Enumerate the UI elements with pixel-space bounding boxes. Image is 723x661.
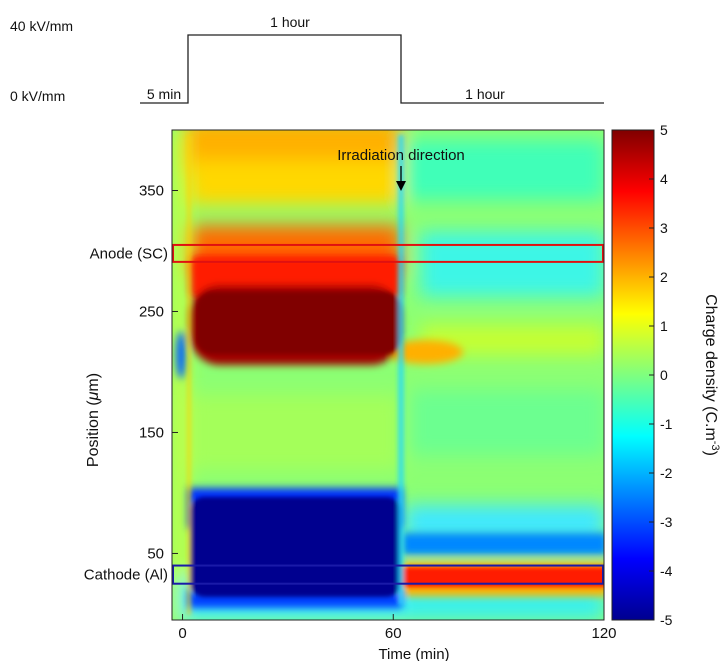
segment-label-5min: 5 min [147,86,181,102]
colorbar-tick-label: -2 [660,465,673,481]
colorbar-tick-label: 2 [660,269,668,285]
colorbar-tick-label: 3 [660,220,668,236]
region-bulk-lower [190,395,401,470]
region-left-blue [176,331,186,379]
colorbar-tick-label: 4 [660,171,668,187]
region-after-lower-green [410,390,604,455]
level-label-40kv: 40 kV/mm [10,18,73,34]
region-top-yellow [190,160,401,205]
colorbar-tick-label: 5 [660,122,668,138]
region-after-cyan [420,232,604,297]
colorbar-tick-label: -1 [660,416,673,432]
y-axis: 50 150 250 350 [139,182,178,562]
region-post-blue-top [402,533,604,555]
x-axis: 0 60 120 [178,614,617,642]
colorbar-tick-label: -3 [660,514,673,530]
region-vertical-cyan-line [398,135,404,605]
irradiation-arrow-head [396,181,406,191]
region-post-red-core [402,567,604,587]
colorbar-gradient [611,129,655,621]
region-blue-core [190,497,401,597]
colorbar-tick-label: 1 [660,318,668,334]
y-tick-label: 350 [139,182,164,199]
y-axis-label: Position (μm) [85,373,102,467]
x-axis-label: Time (min) [378,646,449,661]
segment-label-1h-on: 1 hour [270,14,310,30]
voltage-protocol: 40 kV/mm 0 kV/mm 5 min 1 hour 1 hour [10,14,604,104]
colorbar-tick-label: 0 [660,367,668,383]
anode-label: Anode (SC) [90,245,168,262]
region-vertical-line-zero [187,135,191,615]
region-after-top-green [405,140,604,200]
protocol-line [140,34,604,104]
cathode-label: Cathode (Al) [84,567,168,584]
heatmap-sharp-layer [187,135,604,615]
y-tick-label: 250 [139,303,164,320]
x-tick-label: 60 [385,625,402,642]
colorbar: 5 4 3 2 1 0 -1 -2 -3 -4 -5 Charge density (C.m-3) [611,122,721,628]
heatmap-soft-layer [174,130,604,620]
y-tick-label: 50 [147,545,164,562]
region-red-darkcore [196,292,401,354]
segment-label-1h-off: 1 hour [465,86,505,102]
anode-box [172,243,604,263]
region-red-tail [387,340,463,364]
colorbar-ticks: 5 4 3 2 1 0 -1 -2 -3 -4 -5 [649,122,673,628]
level-label-0kv: 0 kV/mm [10,88,65,104]
heatmap-area [172,130,604,620]
x-tick-label: 120 [591,625,616,642]
x-tick-label: 0 [178,625,186,642]
irradiation-label: Irradiation direction [337,147,465,164]
y-tick-label: 150 [139,424,164,441]
cathode-box [172,564,604,585]
colorbar-tick-label: -5 [660,612,673,628]
irradiation-annotation: Irradiation direction [337,147,465,191]
colorbar-label: Charge density (C.m-3) [702,294,721,456]
plot-frame [171,129,605,621]
colorbar-tick-label: -4 [660,563,673,579]
